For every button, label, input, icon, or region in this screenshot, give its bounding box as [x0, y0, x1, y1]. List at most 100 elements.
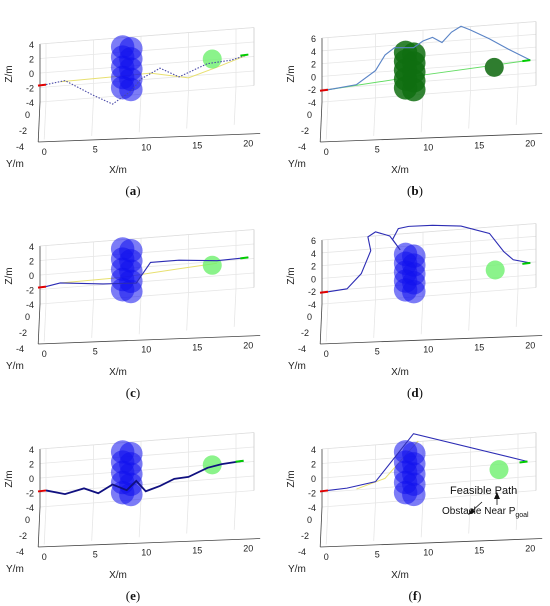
start-marker [37, 489, 47, 493]
grid-line [321, 46, 537, 64]
goal-marker [240, 53, 249, 57]
y-axis-label: Y/m [288, 159, 306, 170]
x-tick-label: 10 [423, 548, 433, 558]
z-tick-label: 0 [311, 72, 316, 82]
y-tick-label: -2 [19, 126, 27, 136]
y-axis-label: Y/m [6, 159, 24, 170]
y-tick-label: -2 [19, 531, 27, 541]
y-tick-label: -2 [301, 126, 309, 136]
z-axis-label: Z/m [4, 470, 15, 487]
grid-line [43, 303, 47, 342]
grid-line [233, 491, 237, 530]
z-tick-label: 4 [311, 445, 316, 455]
y-tick-label: 0 [25, 312, 30, 322]
start-marker [37, 83, 47, 87]
z-tick-label: 4 [311, 47, 316, 57]
obstacle-sphere [402, 279, 426, 304]
grid-line [468, 292, 471, 331]
goal-obstacle [484, 57, 504, 77]
x-tick-label: 20 [525, 544, 535, 554]
x-tick-label: 5 [93, 145, 98, 155]
x-axis [320, 133, 543, 143]
grid-line [515, 86, 519, 125]
grid-line [138, 499, 142, 538]
x-axis [320, 538, 543, 548]
grid-line [321, 490, 537, 508]
z-tick-label: 6 [311, 236, 316, 246]
y-tick-label: 0 [307, 515, 312, 525]
x-tick-label: 0 [324, 147, 329, 157]
z-tick-label: 2 [311, 460, 316, 470]
z-tick-label: 0 [311, 474, 316, 484]
start-marker [37, 285, 47, 289]
annotation-arrow [471, 501, 483, 512]
z-tick-label: 6 [311, 34, 316, 44]
y-axis-label: Y/m [288, 564, 306, 575]
frame-edge [321, 432, 537, 450]
y-tick-label: 0 [307, 312, 312, 322]
grid-line [39, 85, 255, 103]
obstacle-sphere [119, 77, 143, 102]
x-tick-label: 5 [93, 347, 98, 357]
x-tick-label: 0 [42, 552, 47, 562]
x-tick-label: 0 [42, 349, 47, 359]
grid-line [420, 499, 424, 538]
goal-marker [522, 59, 531, 63]
caption-c: (c) [125, 385, 141, 400]
series-line-path [327, 224, 531, 293]
z-tick-label: 2 [29, 55, 34, 65]
y-tick-label: 0 [25, 515, 30, 525]
y-tick-label: -4 [16, 344, 24, 354]
goal-obstacle [202, 455, 222, 475]
z-axis-label: Z/m [4, 267, 15, 284]
grid-line [43, 506, 47, 545]
goal-obstacle [485, 260, 505, 280]
y-tick-label: 0 [307, 110, 312, 120]
grid-line [325, 303, 329, 342]
grid-line [39, 243, 255, 261]
grid-line [233, 288, 237, 327]
annotation-arrowhead [468, 508, 475, 515]
x-tick-label: 10 [141, 548, 151, 558]
goal-obstacle [489, 460, 509, 480]
x-axis-label: X/m [109, 367, 127, 378]
x-axis-label: X/m [391, 367, 409, 378]
grid-line [43, 101, 47, 140]
grid-line [39, 446, 255, 464]
panel-a: 420-2-4-4-200 5 10 15 20X/mY/mZ/m [4, 27, 261, 176]
grid-line [321, 248, 537, 266]
y-axis [319, 506, 323, 548]
x-tick-label: 15 [192, 343, 202, 353]
grid-line [373, 97, 376, 136]
grid-line [39, 490, 255, 508]
grid-line [39, 70, 255, 88]
grid-line [420, 94, 424, 133]
x-axis-label: X/m [109, 570, 127, 581]
grid-line [515, 491, 519, 530]
z-tick-label: 0 [29, 69, 34, 79]
grid-line [321, 274, 537, 292]
grid-line [91, 299, 94, 338]
frame-edge [321, 223, 537, 241]
series-line-path [45, 256, 249, 288]
z-axis-label: Z/m [286, 470, 297, 487]
z-axis-label: Z/m [4, 65, 15, 82]
z-tick-label: 2 [311, 60, 316, 70]
y-tick-label: -2 [301, 531, 309, 541]
x-tick-label: 10 [423, 143, 433, 153]
grid-line [468, 90, 471, 129]
x-tick-label: 15 [192, 141, 202, 151]
z-tick-label: 2 [29, 460, 34, 470]
start-marker [319, 489, 329, 493]
grid-line [91, 502, 94, 541]
goal-marker [235, 459, 244, 463]
x-axis-label: X/m [391, 165, 409, 176]
y-tick-label: -2 [301, 328, 309, 338]
x-axis [38, 335, 261, 345]
z-tick-label: 0 [29, 474, 34, 484]
z-tick-label: 0 [311, 274, 316, 284]
grid-line [321, 85, 537, 103]
grid-line [233, 86, 237, 125]
y-axis [37, 506, 41, 548]
